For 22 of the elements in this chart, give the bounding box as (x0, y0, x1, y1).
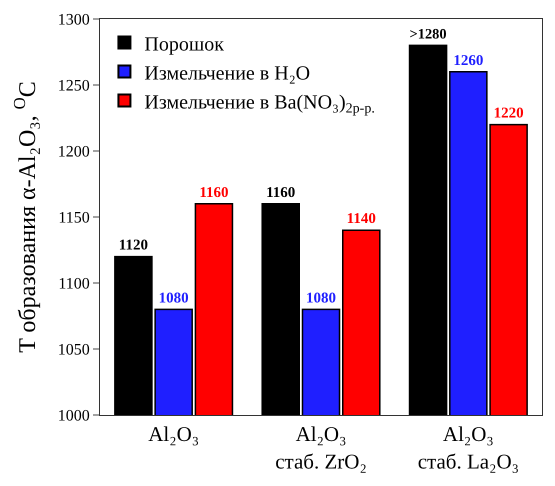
y-tick-label: 1150 (58, 210, 90, 227)
x-tick-label: Al₂O₃ стаб. ZrO₂ (275, 422, 367, 474)
legend-label: Измельчение в H₂O (144, 62, 310, 84)
data-label: 1160 (199, 184, 229, 201)
legend-label: Измельчение в Ba(NO₃)$_{2р-р.}$ (144, 91, 375, 116)
x-tick-label: Al₂O₃ стаб. La₂O₃ (418, 422, 519, 474)
y-tick-label: 1050 (58, 342, 90, 359)
x-tick-label: Al₂O₃ (148, 422, 200, 446)
data-label: 1220 (494, 106, 524, 122)
y-tick-label: 1300 (58, 12, 90, 29)
data-label: 1080 (306, 290, 336, 306)
y-tick-label: 1250 (58, 78, 90, 95)
data-label: 1140 (346, 211, 376, 228)
legend-label: Порошок (144, 33, 224, 56)
data-label: 1120 (118, 238, 148, 254)
data-label: >1280 (410, 26, 447, 43)
data-label: 1260 (453, 52, 484, 69)
y-tick-label: 1200 (58, 144, 90, 161)
y-tick-label: 1000 (58, 408, 90, 425)
data-label: 1160 (266, 184, 296, 201)
y-tick-label: 1100 (58, 276, 90, 293)
data-label: 1080 (158, 290, 189, 306)
